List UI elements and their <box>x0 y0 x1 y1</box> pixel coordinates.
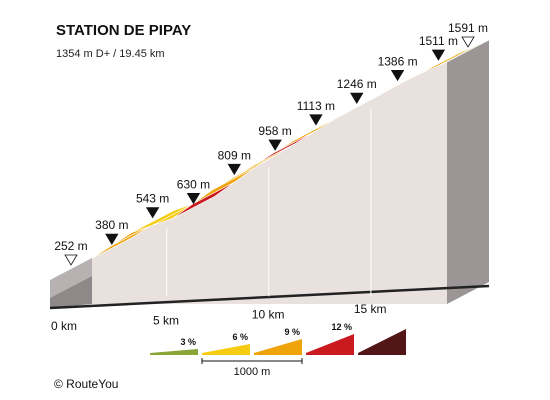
legend-swatch-15 <box>358 329 406 355</box>
distance-label-2: 10 km <box>252 308 285 322</box>
elevation-marker-4 <box>227 163 241 176</box>
elevation-label-4: 809 m <box>218 148 251 162</box>
elevation-label-0: 252 m <box>54 239 87 253</box>
legend-label-12: 12 % <box>331 322 352 332</box>
elevation-marker-6 <box>309 114 323 126</box>
elevation-label-10: 1591 m <box>448 21 488 35</box>
elevation-marker-2 <box>145 207 160 219</box>
chart-title: STATION DE PIPAY <box>56 22 191 39</box>
elevation-label-1: 380 m <box>95 218 128 232</box>
elevation-markers: 252 m 380 m 543 m 630 m 809 m 958 m 1113 m1246… <box>54 21 488 266</box>
elevation-marker-9 <box>431 49 446 61</box>
elevation-marker-1 <box>105 233 119 245</box>
profile-end-face <box>447 40 489 304</box>
elevation-label-2: 543 m <box>136 192 169 206</box>
profile-start-face <box>50 258 92 298</box>
profile-base-line <box>49 284 490 310</box>
copyright-text: © RouteYou <box>54 377 118 391</box>
distance-label-1: 5 km <box>153 313 179 327</box>
elevation-label-5: 958 m <box>258 124 291 138</box>
elevation-marker-0 <box>64 254 78 266</box>
chart-subtitle: 1354 m D+ / 19.45 km <box>56 48 165 60</box>
elevation-label-8: 1386 m <box>378 54 418 68</box>
elevation-marker-10 <box>461 36 475 48</box>
elevation-marker-5 <box>268 139 282 151</box>
profile-segment-20 <box>437 39 490 67</box>
legend-swatch-6 <box>202 344 250 355</box>
elevation-label-7: 1246 m <box>337 77 377 91</box>
legend-swatch-9 <box>254 339 302 355</box>
profile-side-wall <box>50 40 489 304</box>
distance-label-0: 0 km <box>51 319 77 333</box>
legend-scale-label: 1000 m <box>234 366 271 378</box>
elevation-label-6: 1113 m <box>297 99 335 113</box>
legend-label-6: 6 % <box>232 332 248 342</box>
distance-axis: 0 km 5 km 10 km 15 km <box>51 109 387 333</box>
elevation-marker-3 <box>186 193 201 205</box>
gradient-legend: 3 % 6 % 9 % 12 % 1000 m <box>150 322 406 378</box>
elevation-label-9: 1511 m <box>419 34 458 48</box>
legend-label-9: 9 % <box>284 327 300 337</box>
profile-start-block <box>50 276 92 308</box>
legend-swatch-3 <box>150 349 198 355</box>
distance-label-3: 15 km <box>354 302 387 316</box>
legend-label-3: 3 % <box>180 337 196 347</box>
elevation-label-3: 630 m <box>177 177 210 191</box>
profile-body <box>49 39 490 310</box>
elevation-marker-8 <box>390 69 405 82</box>
elevation-marker-7 <box>350 92 364 104</box>
legend-swatch-12 <box>306 334 354 355</box>
